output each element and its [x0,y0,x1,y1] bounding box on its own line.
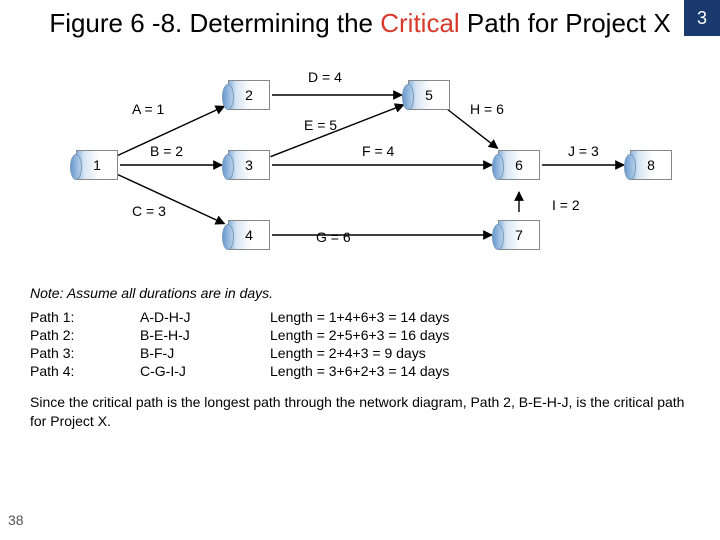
node-8: 8 [630,150,672,180]
figure-title: Figure 6 -8. Determining the Critical Pa… [0,0,720,39]
conclusion-text: Since the critical path is the longest p… [0,379,720,431]
edge-label-7-6: I = 2 [552,197,580,213]
path-length: Length = 3+6+2+3 = 14 days [270,363,690,379]
path-name: Path 2: [30,327,120,343]
paths-table: Path 1: A-D-H-J Length = 1+4+6+3 = 14 days… [0,309,720,379]
node-1: 1 [76,150,118,180]
path-length: Length = 2+4+3 = 9 days [270,345,690,361]
edge-label-3-6: F = 4 [362,143,394,159]
path-length: Length = 2+5+6+3 = 16 days [270,327,690,343]
title-pre: Figure 6 -8. Determining the [49,8,380,38]
edge-label-1-2: A = 1 [132,101,164,117]
path-name: Path 1: [30,309,120,325]
network-diagram: 1 2 3 4 5 6 7 8 A = 1 B = 2 C = 3 D = 4 E = 5 F = 4 G … [0,45,720,275]
edge-label-5-6: H = 6 [470,101,504,117]
node-7: 7 [498,220,540,250]
edge-label-4-7: G = 6 [316,229,351,245]
diagram-note: Note: Assume all durations are in days. [0,275,720,309]
chapter-badge: 3 [684,0,720,36]
edge-label-6-8: J = 3 [568,143,599,159]
path-route: B-F-J [140,345,250,361]
title-post: Path for Project X [460,8,671,38]
edge-label-2-5: D = 4 [308,69,342,85]
path-name: Path 4: [30,363,120,379]
path-route: A-D-H-J [140,309,250,325]
edge-label-1-3: B = 2 [150,143,183,159]
title-critical: Critical [380,8,459,38]
node-2: 2 [228,80,270,110]
edge-label-1-4: C = 3 [132,203,166,219]
path-name: Path 3: [30,345,120,361]
path-route: B-E-H-J [140,327,250,343]
path-length: Length = 1+4+6+3 = 14 days [270,309,690,325]
page-number: 38 [8,512,24,528]
node-4: 4 [228,220,270,250]
node-5: 5 [408,80,450,110]
edge-label-3-5: E = 5 [304,117,337,133]
node-3: 3 [228,150,270,180]
node-6: 6 [498,150,540,180]
path-route: C-G-I-J [140,363,250,379]
